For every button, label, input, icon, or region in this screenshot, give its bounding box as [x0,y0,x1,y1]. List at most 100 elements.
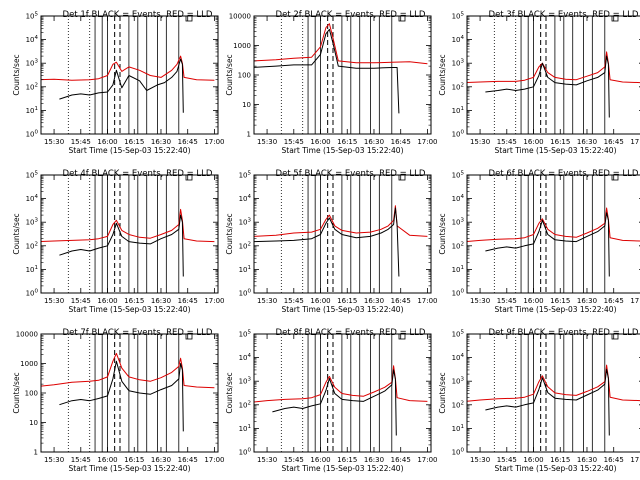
events-series-line [485,212,610,277]
events-series-line [59,58,184,113]
y-axis-label: Counts/sec [225,54,234,95]
plot-frame [253,15,432,135]
x-tick-label: 16:15 [337,456,357,464]
panel-title: Det 3f BLACK = Events, RED = LLD [489,10,639,20]
lld-series-line [467,51,640,84]
x-tick-label: 16:30 [577,297,597,305]
time-marker-lines [280,16,393,134]
lld-series-line [254,205,428,237]
y-tick-label: 103 [452,59,465,68]
panel-title: Det 2f BLACK = Events, RED = LLD [276,10,426,20]
x-tick-label: 16:45 [178,138,198,146]
x-tick-label: 16:45 [604,138,624,146]
x-tick-label: 16:30 [577,456,597,464]
plot-frame [466,333,640,453]
panel-det-1f: Det 1f BLACK = Events, RED = LLD 100 101 10… [12,10,225,155]
x-tick-label: 16:00 [97,297,117,305]
x-axis-label: Start Time (15-Sep-03 15:22:40) [495,464,617,473]
y-tick-label: 100 [452,289,465,298]
x-tick-label: 16:45 [604,297,624,305]
corner-marker [398,333,406,340]
y-tick-label: 101 [452,265,464,274]
x-tick-label: 16:00 [523,297,543,305]
x-tick-label: 16:15 [550,297,570,305]
x-tick-label: 16:15 [124,297,144,305]
y-axis-label: Counts/sec [12,213,21,254]
lld-series-line [41,208,215,243]
x-tick-label: 15:45 [284,297,304,305]
y-tick-label: 101 [452,424,464,433]
panel-det-9f: Det 9f BLACK = Events, RED = LLD 100 101 10… [438,328,640,473]
plot-frame [40,15,219,135]
y-tick-label: 105 [452,171,465,180]
corner-marker [611,333,619,340]
y-tick-label: 102 [26,82,38,91]
y-tick-label: 103 [452,218,465,227]
time-marker-lines [280,334,393,452]
x-tick-label: 15:45 [497,138,517,146]
x-tick-label: 15:45 [71,297,91,305]
y-tick-label: 103 [239,218,252,227]
x-tick-label: 16:45 [391,297,411,305]
y-tick-label: 103 [26,59,39,68]
x-axis-label: Start Time (15-Sep-03 15:22:40) [282,305,404,314]
plot-frame [253,174,432,294]
x-tick-label: 15:30 [257,297,277,305]
y-tick-label: 1 [34,449,38,457]
y-tick-label: 101 [239,424,251,433]
y-tick-label: 103 [452,377,465,386]
x-tick-label: 16:15 [124,138,144,146]
y-tick-label: 100 [25,390,38,398]
y-tick-label: 105 [239,171,252,180]
x-tick-label: 15:45 [284,456,304,464]
x-tick-label: 16:00 [310,297,330,305]
corner-marker [185,174,193,181]
x-tick-label: 17:00 [204,456,224,464]
y-tick-label: 104 [452,353,465,362]
x-tick-label: 17:00 [630,456,640,464]
panel-title: Det 4f BLACK = Events, RED = LLD [63,169,213,179]
plot-frame [40,174,219,294]
x-tick-label: 16:00 [523,456,543,464]
panel-det-3f: Det 3f BLACK = Events, RED = LLD 100 101 10… [438,10,640,155]
y-tick-label: 100 [26,289,39,298]
x-tick-label: 17:00 [204,138,224,146]
events-series-line [485,368,610,436]
x-axis-label: Start Time (15-Sep-03 15:22:40) [69,146,191,155]
x-tick-label: 17:00 [630,138,640,146]
x-tick-label: 15:45 [497,297,517,305]
y-tick-label: 101 [239,265,251,274]
x-axis-label: Start Time (15-Sep-03 15:22:40) [69,305,191,314]
panel-det-7f: Det 7f BLACK = Events, RED = LLD 1 10 100 10… [12,328,225,473]
panel-det-4f: Det 4f BLACK = Events, RED = LLD 100 101 10… [12,169,225,314]
time-marker-lines [67,334,180,452]
y-axis-label: Counts/sec [225,372,234,413]
y-tick-label: 104 [239,353,252,362]
y-tick-label: 104 [239,194,252,203]
x-tick-label: 15:45 [71,138,91,146]
events-series-line [485,55,610,118]
x-tick-label: 16:45 [391,138,411,146]
y-tick-label: 105 [239,330,252,339]
time-marker-lines [67,175,180,293]
x-tick-label: 16:30 [151,138,171,146]
time-marker-lines [280,175,393,293]
panel-det-2f: Det 2f BLACK = Events, RED = LLD 1 10 100 10… [225,10,438,155]
y-tick-label: 104 [26,35,39,44]
lld-series-line [254,23,428,65]
y-tick-label: 102 [452,241,464,250]
events-series-line [254,207,400,277]
y-axis-label: Counts/sec [438,372,447,413]
y-tick-label: 100 [239,448,252,457]
panel-title: Det 9f BLACK = Events, RED = LLD [489,328,639,338]
x-tick-label: 16:15 [124,456,144,464]
y-tick-label: 100 [239,289,252,298]
panel-title: Det 8f BLACK = Events, RED = LLD [276,328,426,338]
y-tick-label: 102 [452,82,464,91]
x-tick-label: 16:30 [364,297,384,305]
x-tick-label: 16:15 [337,138,357,146]
y-tick-label: 101 [26,106,38,115]
x-tick-label: 17:00 [417,138,437,146]
y-axis-label: Counts/sec [225,213,234,254]
x-axis-label: Start Time (15-Sep-03 15:22:40) [495,305,617,314]
